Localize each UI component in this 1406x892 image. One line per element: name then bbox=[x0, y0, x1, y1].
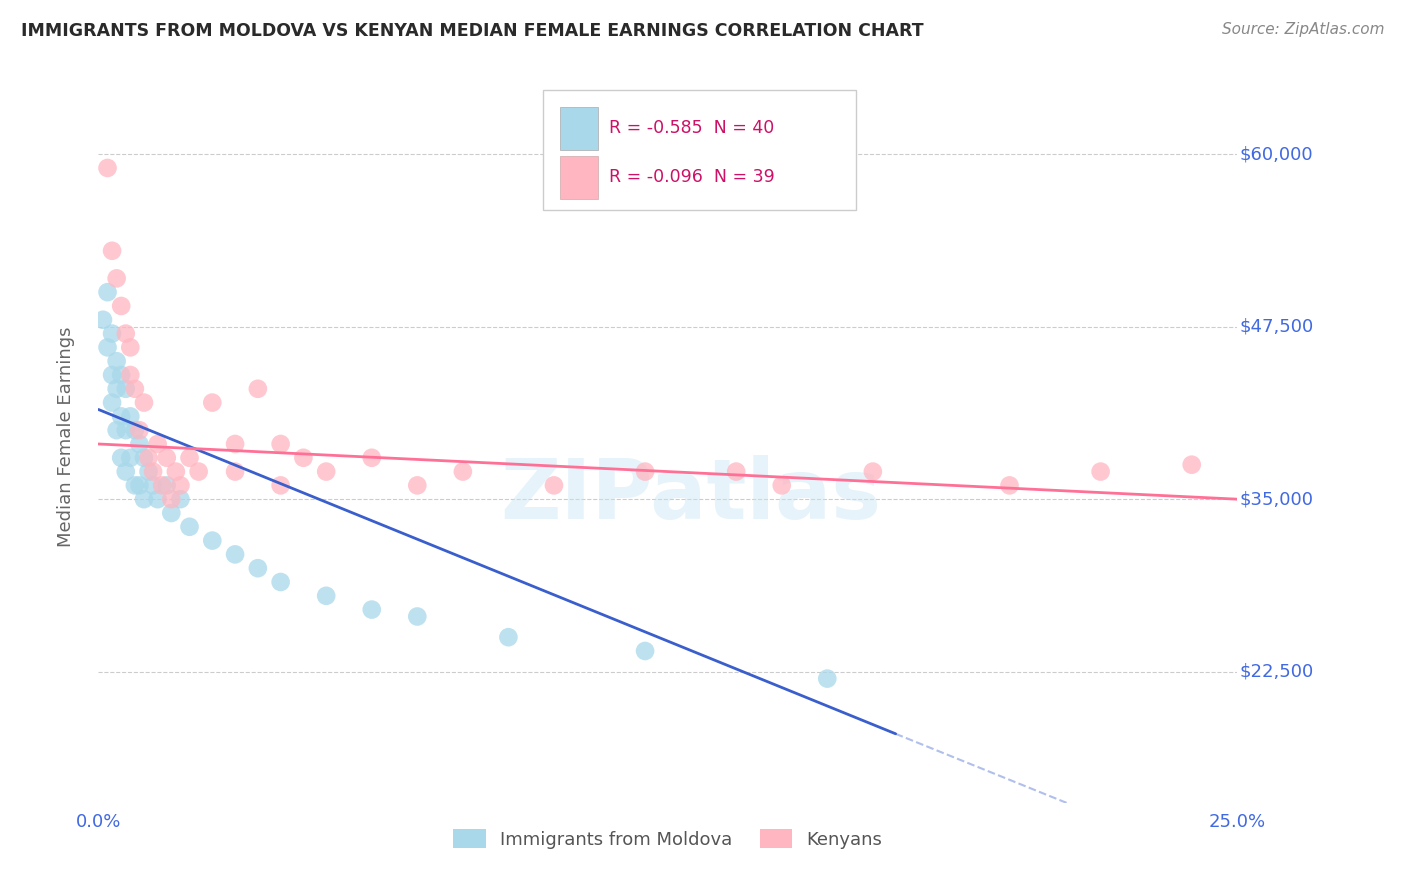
Point bbox=[101, 368, 124, 382]
Point bbox=[292, 450, 315, 465]
Point bbox=[91, 312, 114, 326]
Point bbox=[138, 465, 160, 479]
Point bbox=[120, 368, 142, 382]
Point bbox=[1090, 465, 1112, 479]
Point bbox=[132, 450, 155, 465]
Point bbox=[146, 437, 169, 451]
Point bbox=[224, 437, 246, 451]
Point bbox=[201, 533, 224, 548]
FancyBboxPatch shape bbox=[560, 107, 599, 150]
Point bbox=[862, 465, 884, 479]
Point bbox=[451, 465, 474, 479]
Point bbox=[120, 409, 142, 424]
Point bbox=[725, 465, 748, 479]
Point bbox=[498, 630, 520, 644]
Point bbox=[165, 465, 187, 479]
Text: R = -0.585  N = 40: R = -0.585 N = 40 bbox=[609, 120, 773, 137]
Point bbox=[128, 478, 150, 492]
Point bbox=[315, 589, 337, 603]
Point bbox=[224, 465, 246, 479]
Text: IMMIGRANTS FROM MOLDOVA VS KENYAN MEDIAN FEMALE EARNINGS CORRELATION CHART: IMMIGRANTS FROM MOLDOVA VS KENYAN MEDIAN… bbox=[21, 22, 924, 40]
Point bbox=[124, 478, 146, 492]
Point bbox=[105, 423, 128, 437]
Point bbox=[815, 672, 838, 686]
Point bbox=[270, 574, 292, 589]
Point bbox=[105, 271, 128, 285]
Point bbox=[270, 437, 292, 451]
Point bbox=[110, 368, 132, 382]
Point bbox=[124, 382, 146, 396]
Point bbox=[179, 450, 201, 465]
Point bbox=[128, 423, 150, 437]
Point bbox=[114, 423, 136, 437]
Point bbox=[124, 423, 146, 437]
Point bbox=[96, 340, 118, 354]
Point bbox=[998, 478, 1021, 492]
Point bbox=[101, 326, 124, 341]
Point bbox=[360, 450, 382, 465]
Point bbox=[128, 437, 150, 451]
FancyBboxPatch shape bbox=[560, 156, 599, 199]
Text: R = -0.096  N = 39: R = -0.096 N = 39 bbox=[609, 169, 775, 186]
Point bbox=[110, 409, 132, 424]
Point bbox=[138, 450, 160, 465]
Point bbox=[156, 450, 179, 465]
Point bbox=[179, 520, 201, 534]
Point bbox=[770, 478, 793, 492]
Point bbox=[543, 478, 565, 492]
Point bbox=[406, 609, 429, 624]
Text: $22,500: $22,500 bbox=[1240, 663, 1313, 681]
Point bbox=[110, 299, 132, 313]
Point bbox=[160, 492, 183, 507]
Y-axis label: Median Female Earnings: Median Female Earnings bbox=[56, 326, 75, 548]
Point bbox=[187, 465, 209, 479]
Point bbox=[270, 478, 292, 492]
Point bbox=[105, 354, 128, 368]
Point bbox=[169, 478, 191, 492]
Text: $60,000: $60,000 bbox=[1240, 145, 1313, 163]
Point bbox=[1181, 458, 1204, 472]
Point bbox=[360, 602, 382, 616]
Text: ZIPatlas: ZIPatlas bbox=[501, 455, 882, 536]
Point bbox=[224, 548, 246, 562]
Point bbox=[169, 492, 191, 507]
Point bbox=[101, 395, 124, 409]
Point bbox=[142, 465, 165, 479]
Point bbox=[201, 395, 224, 409]
Point bbox=[101, 244, 124, 258]
Point bbox=[634, 465, 657, 479]
Text: $47,500: $47,500 bbox=[1240, 318, 1313, 335]
Point bbox=[120, 450, 142, 465]
Point bbox=[132, 395, 155, 409]
Point bbox=[114, 465, 136, 479]
Point bbox=[146, 492, 169, 507]
Point bbox=[105, 382, 128, 396]
Point bbox=[156, 478, 179, 492]
Point bbox=[132, 492, 155, 507]
Text: Source: ZipAtlas.com: Source: ZipAtlas.com bbox=[1222, 22, 1385, 37]
Point bbox=[246, 561, 269, 575]
Text: $35,000: $35,000 bbox=[1240, 491, 1313, 508]
Point bbox=[96, 161, 118, 175]
Point bbox=[142, 478, 165, 492]
Point bbox=[150, 478, 173, 492]
FancyBboxPatch shape bbox=[543, 90, 856, 211]
Point bbox=[406, 478, 429, 492]
Point bbox=[114, 326, 136, 341]
Point bbox=[634, 644, 657, 658]
Point bbox=[160, 506, 183, 520]
Point bbox=[120, 340, 142, 354]
Point bbox=[114, 382, 136, 396]
Point bbox=[246, 382, 269, 396]
Legend: Immigrants from Moldova, Kenyans: Immigrants from Moldova, Kenyans bbox=[446, 822, 890, 856]
Point bbox=[110, 450, 132, 465]
Point bbox=[96, 285, 118, 300]
Point bbox=[315, 465, 337, 479]
